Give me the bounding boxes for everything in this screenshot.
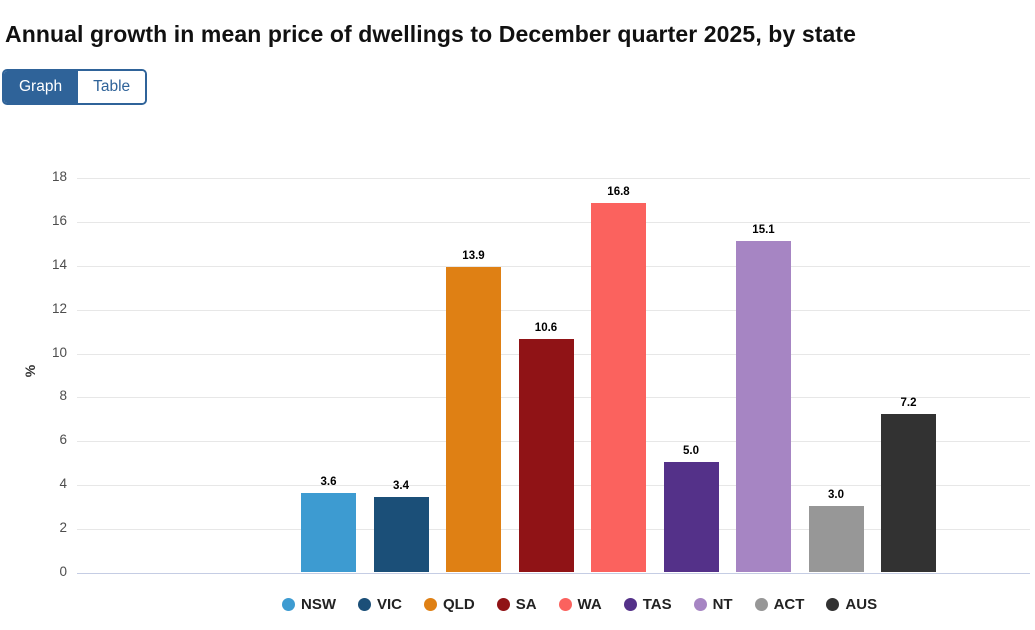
- bar-vic[interactable]: [373, 497, 429, 572]
- page-title: Annual growth in mean price of dwellings…: [5, 21, 857, 47]
- legend-swatch-icon: [693, 598, 707, 611]
- y-tick-label: 0: [59, 564, 67, 579]
- legend-item-vic[interactable]: VIC: [358, 596, 402, 613]
- y-tick-label: 14: [51, 256, 67, 272]
- bar-column-aus: 7.2: [881, 397, 936, 572]
- view-toggle: Graph Table: [2, 69, 148, 105]
- tab-table[interactable]: Table: [77, 71, 146, 103]
- legend-label: ACT: [773, 596, 805, 613]
- y-tick-label: 16: [51, 212, 67, 228]
- legend-swatch-icon: [282, 598, 295, 611]
- legend-item-act[interactable]: ACT: [754, 596, 805, 613]
- legend-item-sa[interactable]: SA: [496, 596, 537, 613]
- legend-item-aus[interactable]: AUS: [826, 596, 877, 613]
- y-tick-label: 8: [59, 388, 67, 404]
- bar-column-act: 3.0: [808, 489, 864, 572]
- legend-swatch-icon: [558, 598, 572, 611]
- legend-swatch-icon: [358, 598, 371, 611]
- bar-qld[interactable]: [446, 266, 501, 572]
- bar-value-label-aus: 7.2: [900, 397, 917, 409]
- bar-column-vic: 3.4: [373, 480, 429, 572]
- y-tick-label: 12: [51, 300, 67, 316]
- legend-swatch-icon: [826, 598, 840, 611]
- bar-aus[interactable]: [881, 414, 936, 572]
- bar-nt[interactable]: [736, 240, 791, 572]
- bar-tas[interactable]: [663, 462, 719, 572]
- legend: NSW VIC QLD SA WA TAS NT ACT AUS: [282, 596, 877, 613]
- bar-wa[interactable]: [591, 203, 646, 572]
- bar-value-label-wa: 16.8: [607, 186, 630, 199]
- bars-group: 3.6 3.4 13.9 10.6 16.8 5.0 15.1 3.0 7.2: [301, 186, 936, 572]
- legend-item-qld[interactable]: QLD: [424, 596, 475, 613]
- legend-label: NSW: [301, 596, 336, 613]
- bar-sa[interactable]: [518, 339, 574, 572]
- x-axis-line: [77, 573, 1030, 574]
- y-tick-label: 2: [59, 520, 67, 536]
- legend-label: VIC: [377, 596, 403, 613]
- legend-label: WA: [577, 596, 602, 613]
- bar-act[interactable]: [808, 506, 864, 572]
- legend-item-wa[interactable]: WA: [558, 596, 602, 613]
- bar-value-label-tas: 5.0: [683, 445, 699, 458]
- legend-label: NT: [712, 596, 733, 613]
- y-tick-label: 6: [59, 432, 67, 448]
- bar-column-nt: 15.1: [736, 224, 791, 572]
- bar-nsw[interactable]: [301, 493, 356, 572]
- gridline: [77, 309, 1030, 311]
- bar-column-qld: 13.9: [446, 250, 501, 572]
- gridline: [77, 178, 1030, 179]
- legend-swatch-icon: [424, 598, 438, 611]
- plot-area: 0 2 4 6 8 10 12 14 16 18 3.6 3.4 13.9 10.6 16.8 5.0 15.1…: [52, 169, 1030, 579]
- legend-item-tas[interactable]: TAS: [623, 596, 672, 613]
- y-tick-label: 18: [51, 169, 67, 184]
- bar-column-wa: 16.8: [591, 186, 646, 572]
- legend-item-nt[interactable]: NT: [693, 596, 733, 613]
- y-axis-title: %: [22, 364, 38, 378]
- legend-label: AUS: [845, 596, 878, 613]
- bar-value-label-qld: 13.9: [462, 249, 485, 262]
- bar-column-sa: 10.6: [518, 322, 574, 572]
- legend-label: QLD: [443, 596, 475, 613]
- bar-value-label-act: 3.0: [828, 489, 844, 502]
- legend-swatch-icon: [754, 598, 768, 611]
- tab-graph[interactable]: Graph: [4, 71, 78, 103]
- y-tick-label: 4: [59, 476, 67, 492]
- gridline: [77, 265, 1030, 267]
- gridline: [77, 221, 1030, 223]
- bar-value-label-nsw: 3.6: [320, 476, 337, 488]
- bar-column-nsw: 3.6: [301, 476, 356, 572]
- legend-item-nsw[interactable]: NSW: [282, 596, 336, 613]
- legend-label: SA: [515, 596, 537, 613]
- y-tick-label: 10: [51, 344, 67, 360]
- bar-value-label-vic: 3.4: [393, 480, 409, 493]
- legend-swatch-icon: [496, 598, 510, 611]
- bar-value-label-nt: 15.1: [752, 223, 775, 236]
- bar-value-label-sa: 10.6: [534, 322, 558, 335]
- legend-label: TAS: [642, 596, 672, 613]
- bar-column-tas: 5.0: [663, 445, 719, 572]
- legend-swatch-icon: [623, 598, 637, 611]
